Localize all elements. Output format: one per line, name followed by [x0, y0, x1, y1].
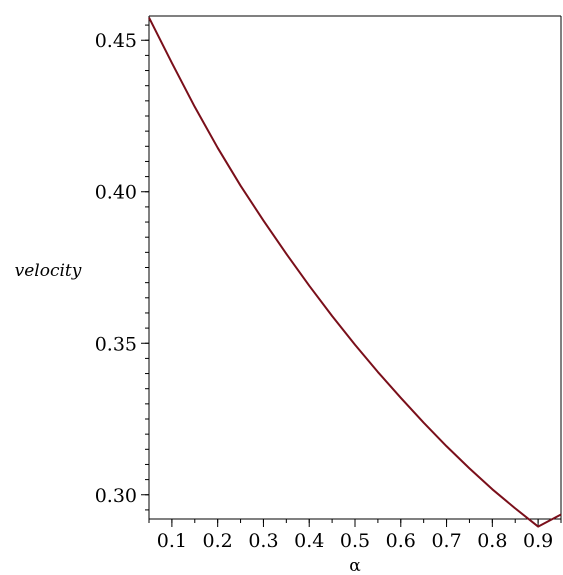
plot-frame — [148, 15, 562, 520]
x-tick-label: 0.8 — [477, 530, 507, 552]
x-tick-label: 0.3 — [248, 530, 278, 552]
x-tick-label: 0.2 — [203, 530, 233, 552]
y-axis: 0.30 0.35 0.40 0.45 — [95, 24, 149, 511]
y-axis-title: velocity — [15, 261, 82, 281]
x-axis-title: α — [349, 556, 361, 575]
x-tick-label: 0.9 — [523, 530, 553, 552]
x-axis: 0.1 0.2 0.3 0.4 0.5 0.6 0.7 0.8 0.9 — [148, 519, 562, 552]
y-tick-label: 0.30 — [95, 485, 137, 507]
x-tick-label: 0.1 — [157, 530, 187, 552]
x-tick-label: 0.4 — [294, 530, 324, 552]
y-tick-label: 0.45 — [95, 30, 137, 52]
series-layer — [148, 17, 562, 528]
series-line — [148, 17, 562, 528]
x-tick-label: 0.6 — [386, 530, 416, 552]
y-tick-label: 0.40 — [95, 182, 137, 204]
x-tick-label: 0.7 — [431, 530, 461, 552]
x-tick-label: 0.5 — [340, 530, 370, 552]
y-tick-label: 0.35 — [95, 333, 137, 355]
